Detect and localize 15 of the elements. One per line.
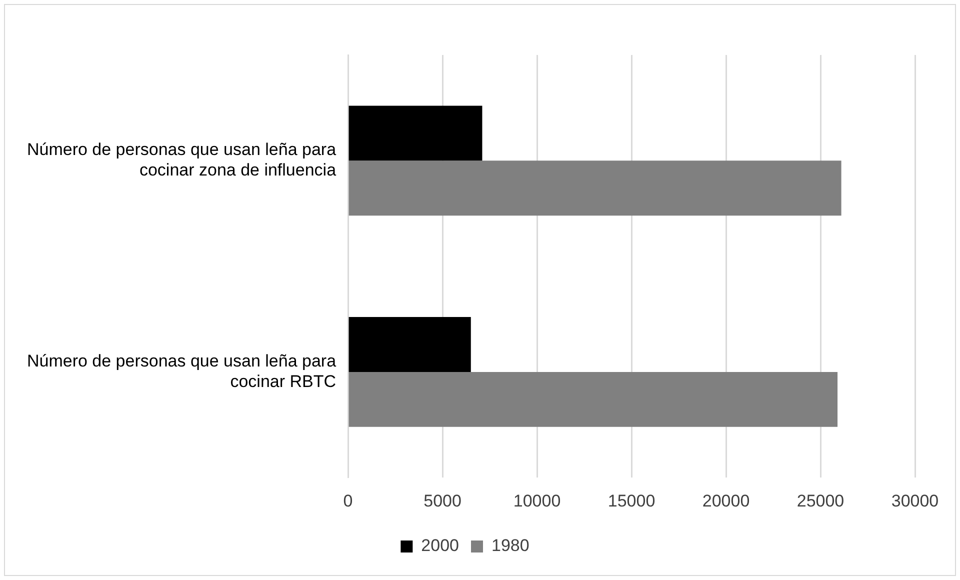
x-tick-label: 0 [343, 491, 353, 510]
x-tick-label: 15000 [608, 491, 656, 510]
bar [348, 317, 471, 372]
x-tick-label: 5000 [424, 491, 462, 510]
x-tick-label: 30000 [891, 491, 939, 510]
x-tick-label: 20000 [702, 491, 750, 510]
legend-label: 1980 [492, 536, 530, 556]
bar [348, 372, 838, 427]
x-tick-label: 25000 [796, 491, 844, 510]
legend-label: 2000 [421, 536, 460, 556]
bar [348, 160, 842, 216]
y-tick-label: Número de personas que usan leña para cocinar RBTC [26, 351, 337, 391]
bar [348, 106, 482, 161]
x-tick-label: 10000 [513, 491, 561, 510]
y-tick-label: Número de personas que usan leña para cocinar zona de influencia [26, 140, 337, 180]
